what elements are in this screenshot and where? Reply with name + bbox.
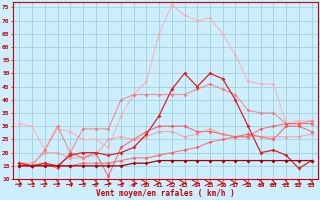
- X-axis label: Vent moyen/en rafales ( km/h ): Vent moyen/en rafales ( km/h ): [96, 189, 235, 198]
